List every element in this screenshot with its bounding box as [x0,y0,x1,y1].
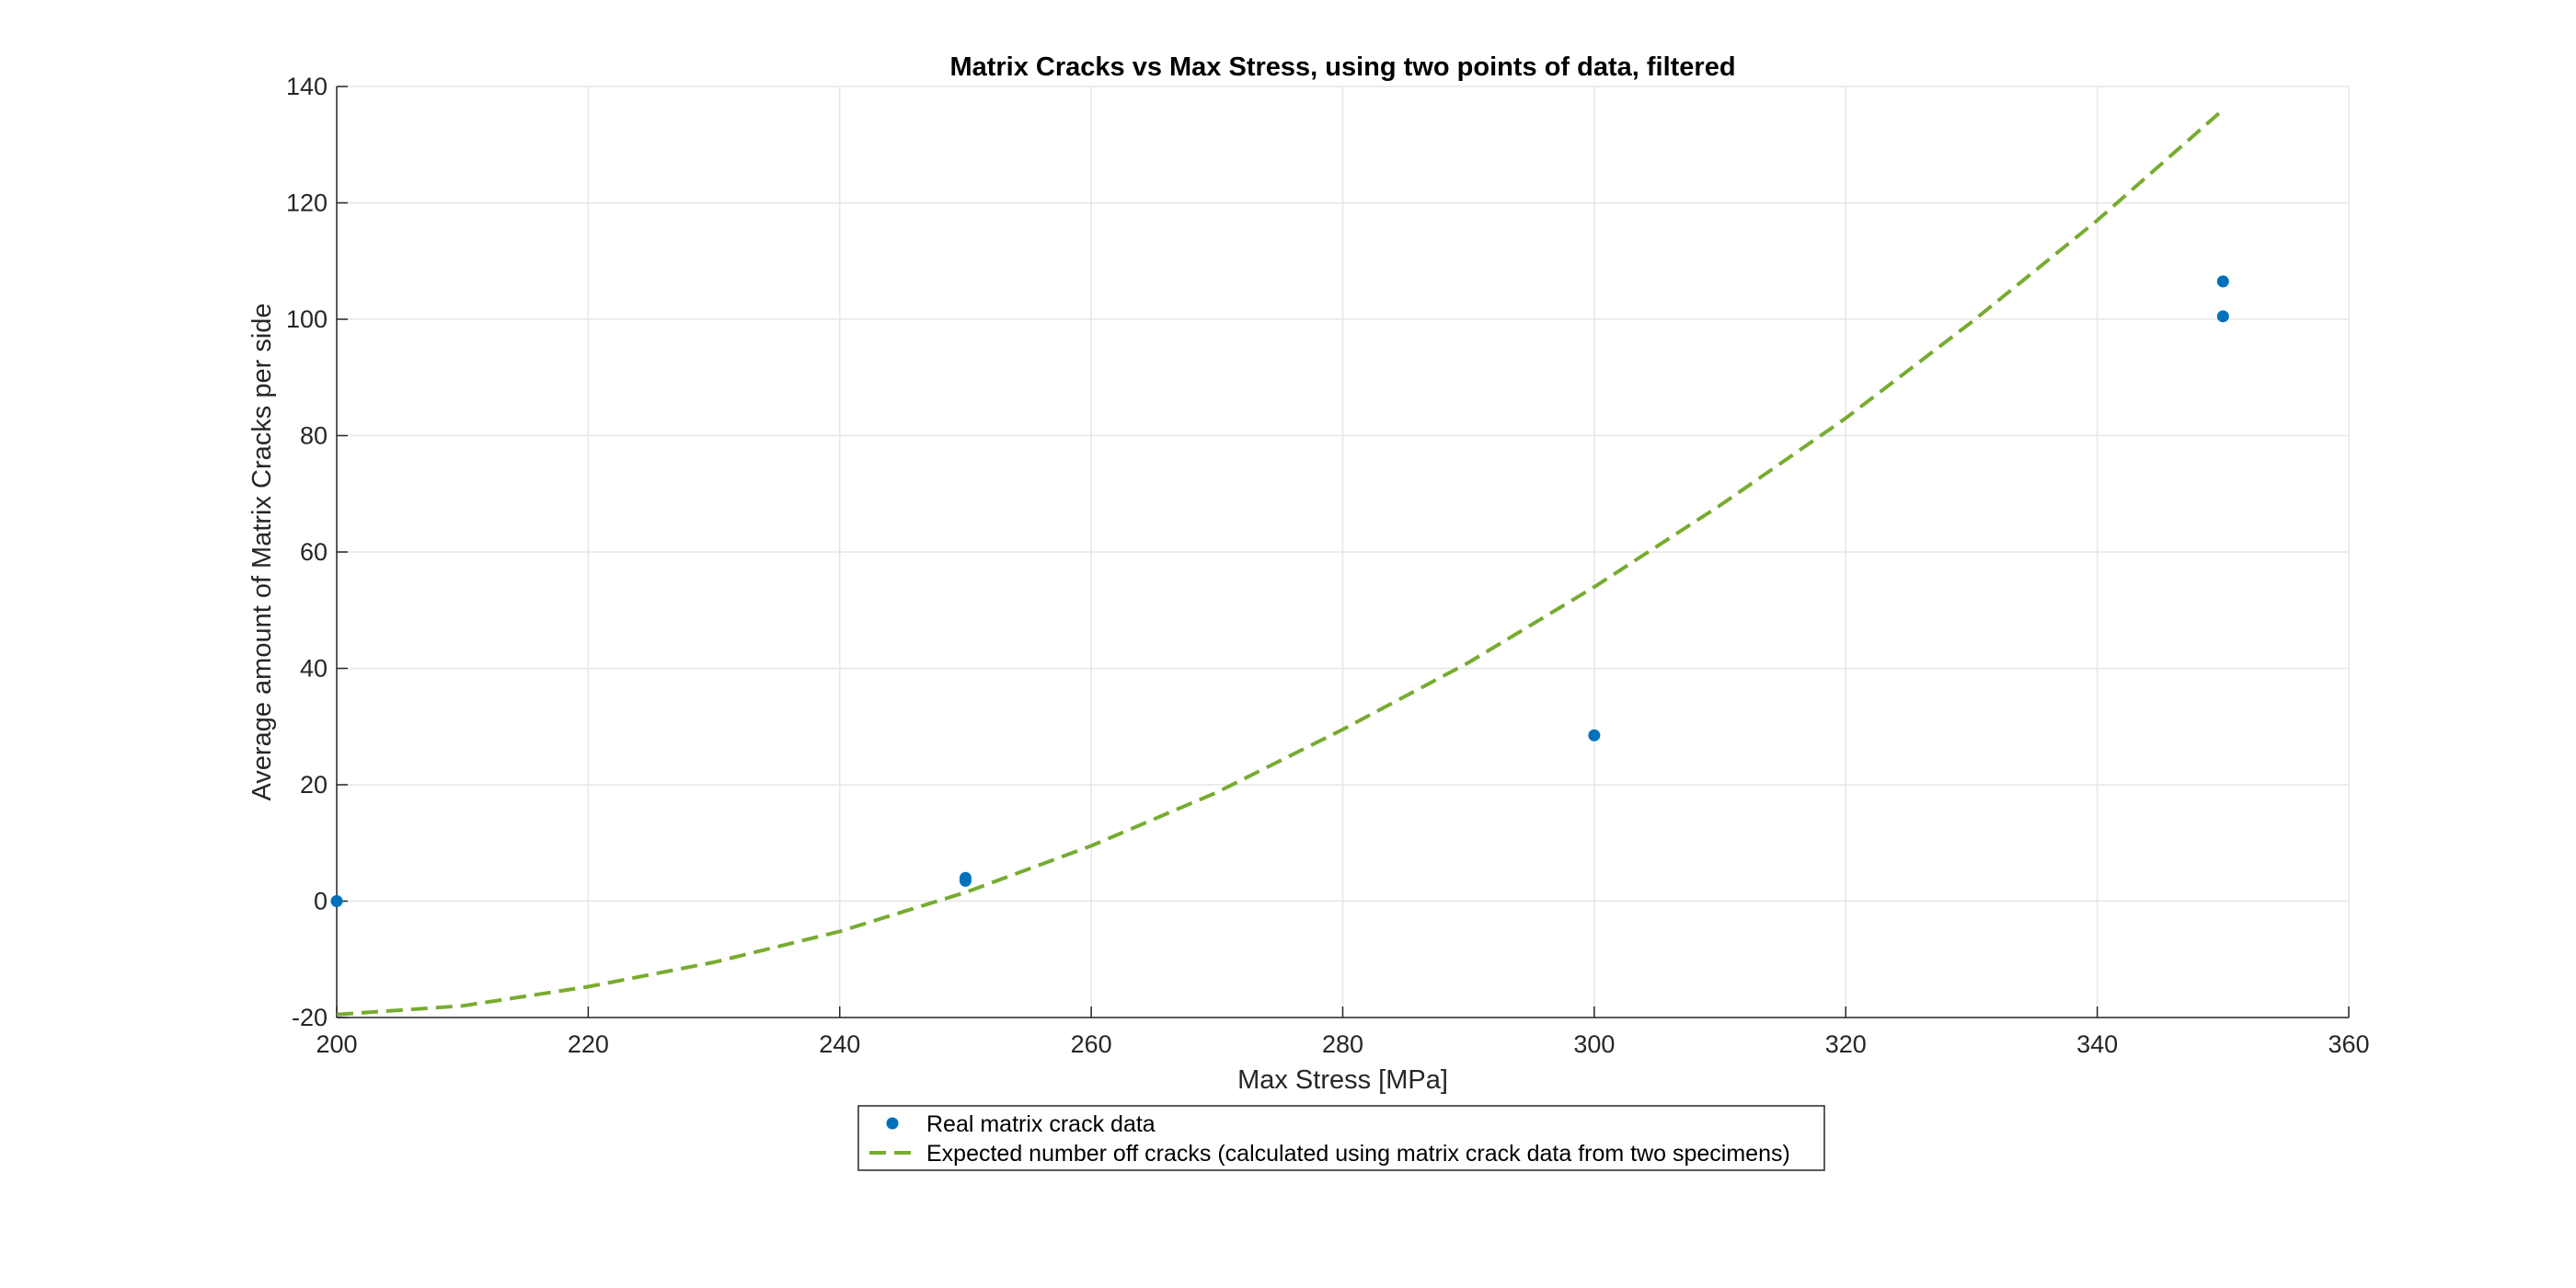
y-tick-label: 60 [300,538,328,566]
x-tick-label: 360 [2328,1030,2369,1058]
expected-cracks-curve [336,108,2225,1017]
y-axis-label: Average amount of Matrix Cracks per side [247,303,277,800]
x-tick-label: 220 [568,1030,609,1058]
data-point [330,895,343,907]
axes [336,86,2350,1018]
tick-labels: 200 220 240 260 280 300 320 340 360 -20 0 20 40 60 80 1… [286,73,2370,1058]
y-tick-label: -20 [292,1004,328,1031]
x-tick-label: 280 [1322,1030,1363,1058]
legend-label-line: Expected number off cracks (calculated u… [926,1141,1790,1167]
legend-label-scatter: Real matrix crack data [926,1111,1156,1137]
x-tick-label: 260 [1071,1030,1112,1058]
x-axis-label: Max Stress [MPa] [1237,1065,1448,1095]
legend-box [857,1105,1825,1171]
data-point [2216,275,2229,288]
y-tick-label: 40 [300,655,328,683]
y-tick-label: 100 [286,305,328,333]
series [330,108,2229,1017]
data-point [2216,310,2229,323]
data-point [1588,729,1601,742]
x-tick-label: 340 [2076,1030,2118,1058]
x-tick-label: 240 [819,1030,860,1058]
legend-marker-scatter [886,1117,899,1130]
y-tick-label: 140 [286,73,328,100]
y-tick-label: 20 [300,771,328,799]
data-point [959,874,972,887]
x-tick-label: 200 [316,1030,357,1058]
x-tick-label: 320 [1825,1030,1867,1058]
x-tick-label: 300 [1573,1030,1615,1058]
y-tick-label: 0 [314,888,328,915]
grid [336,86,2350,1018]
y-tick-label: 120 [286,190,328,217]
y-tick-label: 80 [300,422,328,450]
legend: Real matrix crack data Expected number o… [857,1105,1825,1171]
chart-title: Matrix Cracks vs Max Stress, using two p… [949,52,1735,82]
